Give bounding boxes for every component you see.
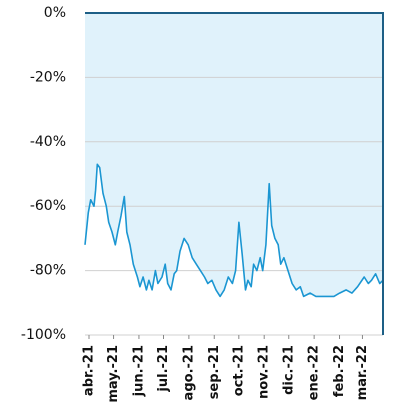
y-tick-label: 0% <box>44 5 66 21</box>
x-tick-label: abr.-21 <box>82 345 97 396</box>
y-tick-label: -100% <box>21 327 66 343</box>
area <box>85 13 383 297</box>
y-tick-label: -20% <box>30 69 66 85</box>
x-tick-label: jul.-21 <box>156 345 171 393</box>
x-tick-label: jun.-21 <box>131 345 146 397</box>
x-tick-label: oct.-21 <box>231 345 246 396</box>
x-tick-label: ene.-22 <box>307 345 322 400</box>
x-tick-label: ago.-21 <box>181 345 196 400</box>
x-tick-label: may.-21 <box>106 345 121 403</box>
line <box>84 163 384 298</box>
x-tick-label: feb.-22 <box>332 345 347 397</box>
y-tick-label: -60% <box>30 198 66 214</box>
y-tick-label: -40% <box>30 134 66 150</box>
x-tick-label: nov.-21 <box>257 345 272 399</box>
y-tick-label: -80% <box>30 263 66 279</box>
x-tick-label: dic.-21 <box>281 345 296 395</box>
x-tick-label: sep.-21 <box>207 345 222 399</box>
x-tick-label: mar.-22 <box>355 345 370 400</box>
